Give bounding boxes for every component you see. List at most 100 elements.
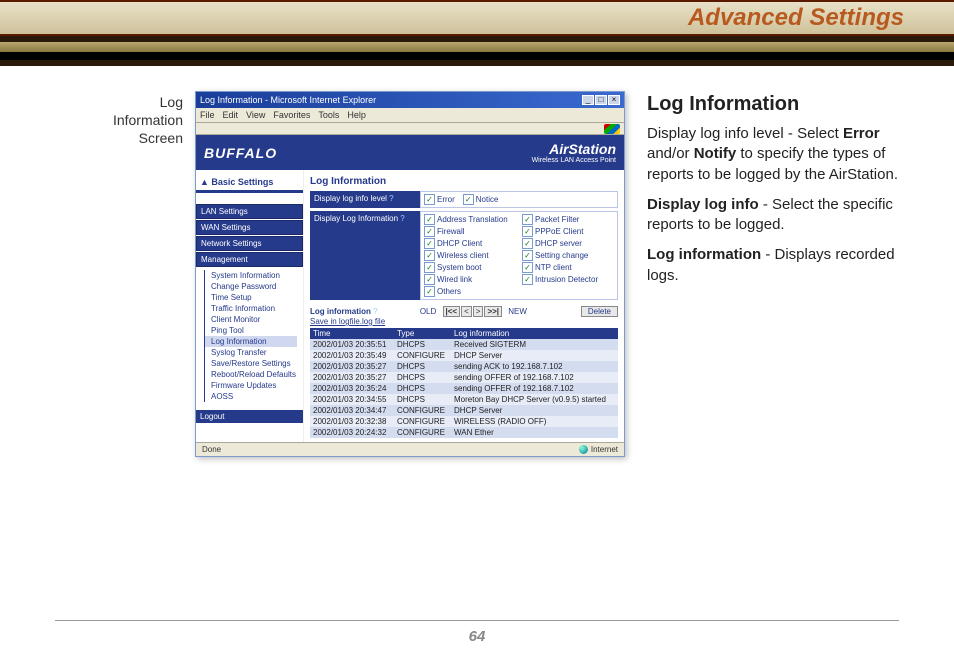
log-cell: 2002/01/03 20:35:49 (310, 350, 394, 361)
article-p1: Display log info level - Select Error an… (647, 124, 905, 185)
sidebar-section-button[interactable]: Management (196, 252, 303, 267)
log-cell: WIRELESS (RADIO OFF) (451, 416, 618, 427)
pager-prev[interactable]: < (461, 306, 472, 317)
menu-item[interactable]: View (246, 110, 265, 120)
table-row: 2002/01/03 20:34:55DHCPSMoreton Bay DHCP… (310, 394, 618, 405)
logout-button[interactable]: Logout (196, 410, 303, 423)
sidebar-item[interactable]: Traffic Information (204, 303, 297, 314)
menu-item[interactable]: File (200, 110, 215, 120)
sidebar-basic-settings[interactable]: ▲ Basic Settings (196, 174, 303, 193)
level-options: Error Notice (420, 191, 618, 208)
window-titlebar: Log Information - Microsoft Internet Exp… (196, 92, 624, 108)
caption-line: Information (30, 111, 183, 129)
internet-zone-icon (579, 445, 588, 454)
log-cell: Moreton Bay DHCP Server (v0.9.5) started (451, 394, 618, 405)
info-checkbox[interactable]: Wireless client (424, 250, 516, 261)
sidebar-item[interactable]: Change Password (204, 281, 297, 292)
close-button[interactable]: × (608, 95, 620, 105)
pager: |<< < > >>| (443, 306, 503, 317)
log-cell: WAN Ether (451, 427, 618, 438)
browser-window: Log Information - Microsoft Internet Exp… (195, 91, 625, 457)
sidebar-item[interactable]: Log Information (204, 336, 297, 347)
window-title: Log Information - Microsoft Internet Exp… (200, 95, 376, 105)
table-row: 2002/01/03 20:24:32CONFIGUREWAN Ether (310, 427, 618, 438)
log-controls: Log information ? OLD |<< < > >>| NEW De… (310, 306, 618, 326)
info-checkbox[interactable]: Firewall (424, 226, 516, 237)
level-checkbox[interactable]: Error (424, 194, 455, 205)
log-cell: CONFIGURE (394, 416, 451, 427)
menu-item[interactable]: Favorites (273, 110, 310, 120)
menu-item[interactable]: Edit (223, 110, 239, 120)
save-log-link[interactable]: Save in logfile.log file (310, 317, 385, 326)
table-row: 2002/01/03 20:35:24DHCPSsending OFFER of… (310, 383, 618, 394)
status-zone: Internet (591, 445, 618, 454)
level-label: Display log info level ? (310, 191, 420, 208)
sidebar-item[interactable]: System Information (204, 270, 297, 281)
article-p3: Log information - Displays recorded logs… (647, 245, 905, 286)
log-col-header: Log information (451, 328, 618, 339)
browser-menu: File Edit View Favorites Tools Help (196, 108, 624, 123)
info-checkbox[interactable]: Packet Filter (522, 214, 614, 225)
table-row: 2002/01/03 20:35:27DHCPSsending OFFER of… (310, 372, 618, 383)
figure-caption: Log Information Screen (30, 91, 195, 457)
info-checkbox[interactable]: NTP client (522, 262, 614, 273)
page-number: 64 (0, 628, 954, 645)
minimize-button[interactable]: _ (582, 95, 594, 105)
pager-old-label: OLD (420, 307, 436, 316)
content-area: Log Information Screen Log Information -… (0, 66, 954, 457)
menu-item[interactable]: Tools (318, 110, 339, 120)
log-cell: sending OFFER of 192.168.7.102 (451, 383, 618, 394)
maximize-button[interactable]: □ (595, 95, 607, 105)
log-cell: DHCP Server (451, 350, 618, 361)
pager-last[interactable]: >>| (484, 306, 502, 317)
table-row: 2002/01/03 20:35:51DHCPSReceived SIGTERM (310, 339, 618, 350)
level-checkbox[interactable]: Notice (463, 194, 499, 205)
article-heading: Log Information (647, 91, 905, 118)
log-cell: DHCPS (394, 361, 451, 372)
log-table: TimeTypeLog information 2002/01/03 20:35… (310, 328, 618, 438)
status-done: Done (202, 445, 221, 454)
article-p2: Display log info - Select the specific r… (647, 195, 905, 236)
sidebar-section-button[interactable]: WAN Settings (196, 220, 303, 235)
sidebar-item[interactable]: Ping Tool (204, 325, 297, 336)
log-cell: Received SIGTERM (451, 339, 618, 350)
info-checkbox[interactable]: Intrusion Detector (522, 274, 614, 285)
sidebar-item[interactable]: AOSS (204, 391, 297, 402)
sidebar-item[interactable]: Firmware Updates (204, 380, 297, 391)
info-checkbox[interactable]: PPPoE Client (522, 226, 614, 237)
log-cell: CONFIGURE (394, 427, 451, 438)
sidebar-item[interactable]: Client Monitor (204, 314, 297, 325)
log-cell: 2002/01/03 20:34:55 (310, 394, 394, 405)
log-cell: DHCPS (394, 339, 451, 350)
info-checkbox[interactable]: Others (424, 286, 516, 297)
sidebar-section-button[interactable]: Network Settings (196, 236, 303, 251)
table-row: 2002/01/03 20:35:49CONFIGUREDHCP Server (310, 350, 618, 361)
info-checkbox[interactable]: Wired link (424, 274, 516, 285)
delete-button[interactable]: Delete (581, 306, 618, 317)
menu-item[interactable]: Help (347, 110, 366, 120)
sidebar-item[interactable]: Syslog Transfer (204, 347, 297, 358)
log-cell: sending OFFER of 192.168.7.102 (451, 372, 618, 383)
info-checkbox[interactable]: Address Translation (424, 214, 516, 225)
sidebar-section-button[interactable]: LAN Settings (196, 204, 303, 219)
sidebar-item[interactable]: Reboot/Reload Defaults (204, 369, 297, 380)
log-cell: 2002/01/03 20:32:38 (310, 416, 394, 427)
page-header: Advanced Settings (0, 0, 954, 36)
log-cell: 2002/01/03 20:34:47 (310, 405, 394, 416)
sidebar-item[interactable]: Save/Restore Settings (204, 358, 297, 369)
product-sub: Wireless LAN Access Point (532, 157, 616, 164)
decor-strip (0, 52, 954, 60)
caption-line: Log (30, 93, 183, 111)
footer-rule (55, 620, 899, 621)
info-checkbox[interactable]: Setting change (522, 250, 614, 261)
log-cell: DHCPS (394, 394, 451, 405)
info-checkbox[interactable]: DHCP Client (424, 238, 516, 249)
table-row: 2002/01/03 20:35:27DHCPSsending ACK to 1… (310, 361, 618, 372)
table-row: 2002/01/03 20:34:47CONFIGUREDHCP Server (310, 405, 618, 416)
info-checkbox[interactable]: System boot (424, 262, 516, 273)
pager-next[interactable]: > (473, 306, 484, 317)
info-checkbox[interactable]: DHCP server (522, 238, 614, 249)
sidebar-item[interactable]: Time Setup (204, 292, 297, 303)
pager-first[interactable]: |<< (443, 306, 461, 317)
pager-new-label: NEW (508, 307, 527, 316)
